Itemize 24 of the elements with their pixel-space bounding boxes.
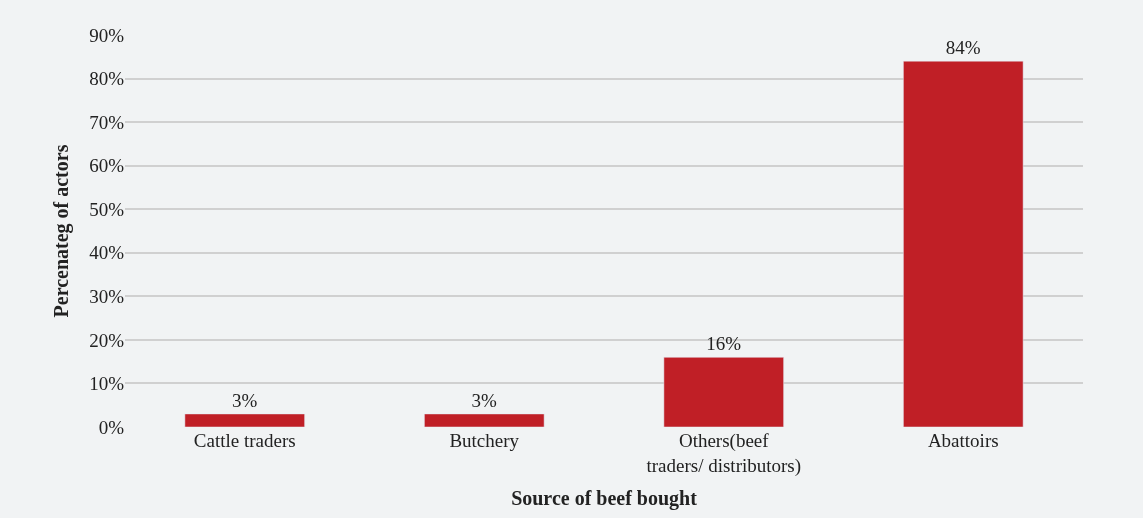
y-tick-label: 0% — [98, 416, 125, 438]
x-tick-label: Abattoirs — [927, 430, 999, 451]
data-label: 3% — [471, 389, 498, 411]
bar — [663, 357, 784, 427]
x-tick-label: Cattle traders — [193, 430, 296, 451]
bar — [424, 413, 545, 427]
y-tick-label: 10% — [89, 373, 125, 395]
data-label: 84% — [945, 37, 981, 59]
bar — [184, 413, 305, 427]
y-tick-label: 70% — [89, 111, 125, 133]
y-tick-label: 30% — [89, 285, 125, 307]
y-tick-label: 20% — [89, 329, 125, 351]
data-label: 16% — [706, 333, 742, 355]
x-axis-title: Source of beef bought — [511, 487, 698, 511]
y-tick-label: 40% — [89, 242, 125, 264]
y-tick-label: 80% — [89, 68, 125, 90]
y-tick-label: 90% — [89, 24, 125, 46]
y-axis-title: Percenateg of actors — [49, 144, 73, 318]
x-tick-label: Butchery — [449, 430, 520, 451]
y-tick-label: 60% — [89, 155, 125, 177]
data-label: 3% — [232, 389, 258, 411]
x-tick-label: Others(beef traders/ distributors) — [646, 430, 802, 477]
y-tick-label: 50% — [89, 198, 125, 220]
bar — [903, 60, 1024, 427]
